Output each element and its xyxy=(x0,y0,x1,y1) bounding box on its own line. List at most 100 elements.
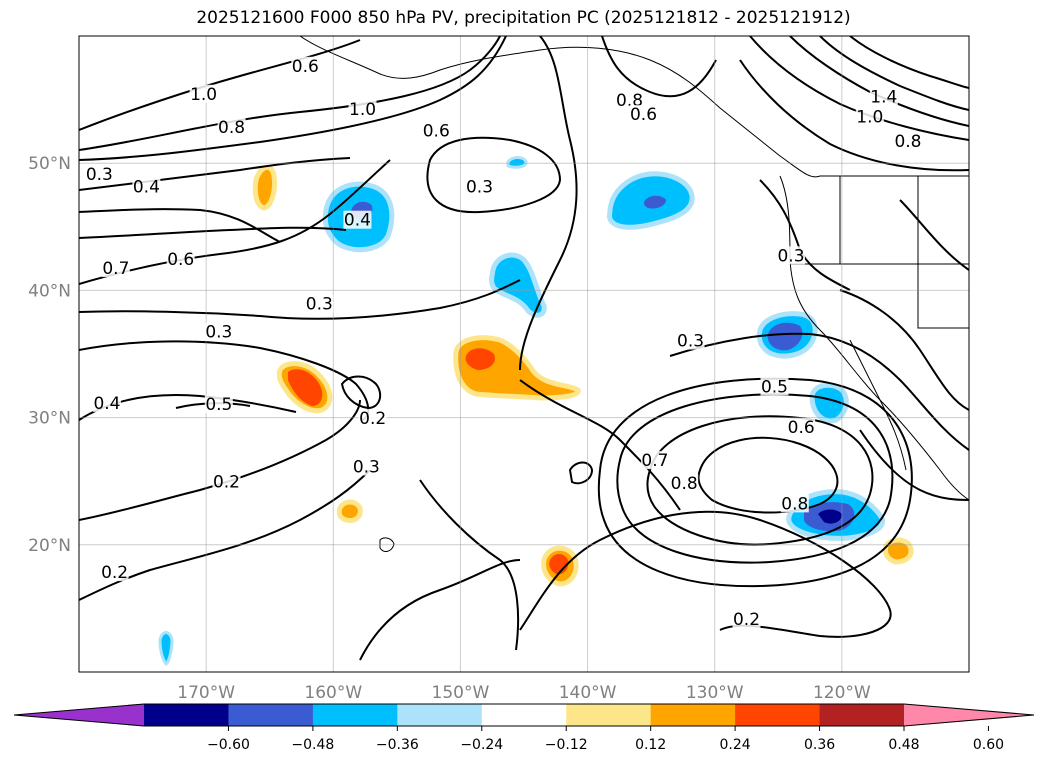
contour-label: 0.3 xyxy=(205,323,232,343)
contour-label-bg xyxy=(212,472,241,491)
contour-label-bg xyxy=(132,177,161,196)
contour-label: 0.3 xyxy=(677,332,704,352)
lon-tick-label: 160°W xyxy=(304,683,362,703)
lon-tick-label: 170°W xyxy=(177,683,235,703)
contour-label-bg xyxy=(855,107,884,126)
contour-label-bg xyxy=(352,457,381,476)
longitude-labels: 170°W 160°W 150°W 140°W 130°W 120°W xyxy=(177,683,871,703)
coastline-baja xyxy=(849,339,907,471)
lon-tick-label: 150°W xyxy=(432,683,490,703)
lat-tick-label: 30°N xyxy=(28,409,71,429)
precipitation-fills xyxy=(158,156,914,666)
colorbar-tick-label: −0.24 xyxy=(460,737,503,753)
colorbar-segment xyxy=(819,704,905,726)
contour-labels: 1.00.80.61.00.60.80.61.41.00.80.30.40.40… xyxy=(85,56,922,630)
colorbar-tick-label: 0.24 xyxy=(720,737,751,753)
contour-label: 1.0 xyxy=(856,108,883,128)
colorbar-segment xyxy=(566,704,652,726)
contour-label-bg xyxy=(670,474,699,493)
map-frame xyxy=(78,35,970,673)
contour-label: 0.6 xyxy=(167,250,194,270)
precip-blob-core xyxy=(288,369,323,406)
contour-line xyxy=(597,377,913,588)
contour-label-bg xyxy=(615,91,644,110)
contour-line xyxy=(419,479,520,651)
contour-line xyxy=(359,559,521,661)
colorbar-tick-label: 0.60 xyxy=(973,737,1004,753)
contour-line xyxy=(79,279,521,320)
contour-label-bg xyxy=(732,610,761,629)
contour-label: 0.3 xyxy=(86,165,113,185)
contour-label: 0.4 xyxy=(133,178,160,198)
contour-label: 0.3 xyxy=(353,457,380,477)
contour-line xyxy=(340,375,382,410)
contour-label: 1.0 xyxy=(349,100,376,120)
contour-line xyxy=(79,157,351,191)
contour-label-bg xyxy=(204,322,233,341)
precip-blob-positive xyxy=(336,499,363,523)
contour-line xyxy=(519,36,578,371)
contour-label: 0.7 xyxy=(641,451,668,471)
precip-blob-positive xyxy=(883,537,914,565)
contour-label: 0.6 xyxy=(630,105,657,125)
contour-label-bg xyxy=(676,331,705,350)
contour-label: 1.4 xyxy=(870,87,897,107)
contour-label: 0.8 xyxy=(894,132,921,152)
contour-label: 0.3 xyxy=(466,178,493,198)
colorbar-segment xyxy=(650,704,736,726)
contour-label: 0.5 xyxy=(761,377,788,397)
contour-label: 0.2 xyxy=(213,473,240,493)
contour-line xyxy=(519,379,681,511)
contour-label-bg xyxy=(85,164,114,183)
lon-tick-label: 120°W xyxy=(813,683,871,703)
contour-label: 0.6 xyxy=(292,57,319,77)
gridlines xyxy=(79,36,969,672)
contour-label-bg xyxy=(640,451,669,470)
contour-label-bg xyxy=(189,84,218,103)
contour-line xyxy=(899,199,969,271)
contour-label-bg xyxy=(204,395,233,414)
contour-label: 0.3 xyxy=(777,246,804,266)
precip-blob-negative xyxy=(489,252,547,318)
colorbar-extend-high xyxy=(904,704,1034,726)
colorbar-segment xyxy=(144,704,229,726)
contour-label-bg xyxy=(869,87,898,106)
contour-label: 0.2 xyxy=(359,409,386,429)
contour-label-bg xyxy=(101,259,130,278)
precip-blob-negative xyxy=(809,382,849,424)
contour-label: 0.8 xyxy=(218,118,245,138)
contour-label-bg xyxy=(422,121,451,140)
contour-line xyxy=(568,461,594,485)
contour-label-bg xyxy=(100,563,129,582)
colorbar-tick-label: −0.12 xyxy=(545,737,588,753)
contour-label: 0.6 xyxy=(788,418,815,438)
latitude-labels: 20°N 30°N 40°N 50°N xyxy=(28,154,71,556)
contour-label: 0.2 xyxy=(733,610,760,630)
lon-tick-label: 140°W xyxy=(559,683,617,703)
contour-line xyxy=(819,36,969,111)
colorbar-tick-label: −0.60 xyxy=(207,737,250,753)
contour-line xyxy=(616,393,894,564)
contour-label: 0.8 xyxy=(781,494,808,514)
contour-line xyxy=(79,399,361,521)
contour-label-bg xyxy=(92,393,121,412)
contour-line xyxy=(749,36,969,141)
contour-label: 0.2 xyxy=(101,563,128,583)
contour-line xyxy=(601,36,717,98)
contour-label: 0.4 xyxy=(93,394,120,414)
lon-tick-label: 130°W xyxy=(686,683,744,703)
contour-label: 0.8 xyxy=(671,474,698,494)
contour-label-bg xyxy=(291,56,320,75)
contour-label-bg xyxy=(629,105,658,124)
coastline-alaska xyxy=(299,36,821,178)
contour-label-bg xyxy=(465,177,494,196)
colorbar-segment xyxy=(397,704,483,726)
contour-line xyxy=(839,289,969,411)
colorbar-segment xyxy=(228,704,314,726)
colorbar-tick-label: 0.48 xyxy=(888,737,919,753)
precip-blob-negative xyxy=(158,631,174,666)
island-hawaii xyxy=(379,537,395,552)
contour-line xyxy=(849,36,969,89)
precip-blob-core xyxy=(767,322,803,351)
contour-label: 0.6 xyxy=(423,122,450,142)
